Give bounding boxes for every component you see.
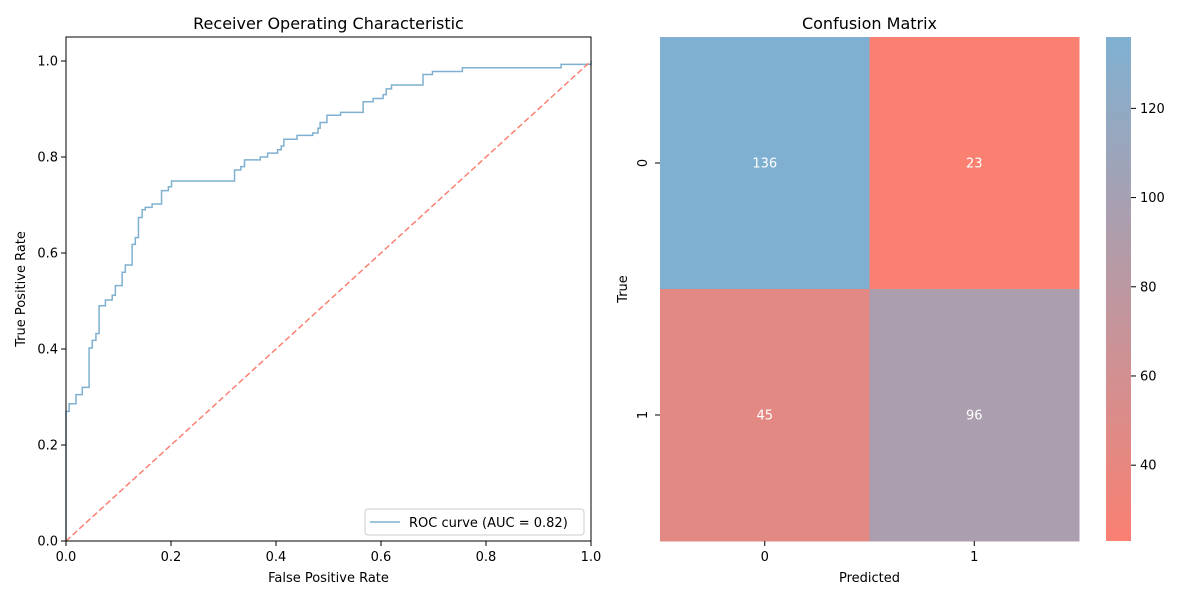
confusion-matrix-x-tick-label: 0 bbox=[761, 550, 769, 565]
colorbar-tick-label: 120 bbox=[1140, 102, 1165, 117]
roc-x-tick-label: 1.0 bbox=[581, 550, 602, 565]
colorbar-gradient bbox=[1106, 37, 1131, 541]
roc-x-label: False Positive Rate bbox=[268, 571, 389, 586]
roc-y-axis: 0.0 0.2 0.4 0.6 0.8 1.0 bbox=[37, 55, 66, 550]
confusion-matrix-cell bbox=[660, 37, 870, 290]
roc-x-tick-label: 0.2 bbox=[161, 550, 182, 565]
roc-y-tick-label: 0.0 bbox=[37, 535, 58, 550]
colorbar-tick-label: 100 bbox=[1140, 191, 1165, 206]
confusion-matrix-y-tick-label: 1 bbox=[636, 411, 651, 419]
confusion-matrix-cell bbox=[869, 289, 1080, 542]
confusion-matrix-cell-value: 96 bbox=[966, 409, 983, 424]
roc-y-tick-label: 0.4 bbox=[37, 343, 58, 358]
confusion-matrix-cell bbox=[660, 289, 870, 542]
legend-box bbox=[364, 508, 585, 536]
roc-x-tick-label: 0.4 bbox=[266, 550, 287, 565]
confusion-matrix-cell-value: 45 bbox=[756, 409, 773, 424]
confusion-matrix-x-label: Predicted bbox=[839, 571, 900, 586]
roc-x-tick-label: 0.0 bbox=[56, 550, 77, 565]
roc-x-tick-label: 0.8 bbox=[476, 550, 497, 565]
colorbar-tick-label: 80 bbox=[1140, 280, 1157, 295]
confusion-matrix-title: Confusion Matrix bbox=[802, 14, 937, 33]
confusion-matrix-cell bbox=[869, 37, 1080, 290]
roc-x-axis: 0.0 0.2 0.4 0.6 0.8 1.0 bbox=[56, 541, 602, 565]
roc-title: Receiver Operating Characteristic bbox=[193, 14, 464, 33]
colorbar-tick-label: 40 bbox=[1140, 459, 1157, 474]
colorbar-tick-label: 60 bbox=[1140, 369, 1157, 384]
confusion-matrix-y-label: True bbox=[616, 275, 631, 304]
roc-curve-line bbox=[65, 61, 592, 541]
roc-x-tick-label: 0.6 bbox=[371, 550, 392, 565]
confusion-matrix-cell-value: 23 bbox=[966, 157, 983, 172]
colorbar-ticks: 40 60 80 100 120 bbox=[1131, 102, 1165, 474]
legend-roc-label: ROC curve (AUC = 0.82) bbox=[409, 516, 568, 531]
roc-y-tick-label: 0.2 bbox=[37, 439, 58, 454]
colorbar: 40 60 80 100 120 bbox=[1106, 37, 1165, 541]
roc-y-tick-label: 0.8 bbox=[37, 151, 58, 166]
confusion-matrix-y-tick-label: 0 bbox=[636, 159, 651, 167]
roc-chart: Receiver Operating Characteristic 0.0 0.2… bbox=[14, 14, 601, 586]
roc-legend: ROC curve (AUC = 0.82) bbox=[364, 508, 585, 536]
confusion-matrix-y-axis: 01 bbox=[636, 159, 660, 419]
confusion-matrix-cell-value: 136 bbox=[752, 157, 777, 172]
roc-chance-line bbox=[65, 60, 592, 542]
roc-plot-area bbox=[65, 60, 592, 542]
roc-frame bbox=[65, 36, 592, 542]
confusion-matrix-x-tick-label: 1 bbox=[970, 550, 978, 565]
confusion-matrix-cells: 136 23 45 96 bbox=[660, 37, 1080, 542]
roc-y-tick-label: 0.6 bbox=[37, 247, 58, 262]
roc-y-tick-label: 1.0 bbox=[37, 55, 58, 70]
roc-y-label: True Positive Rate bbox=[14, 231, 29, 348]
